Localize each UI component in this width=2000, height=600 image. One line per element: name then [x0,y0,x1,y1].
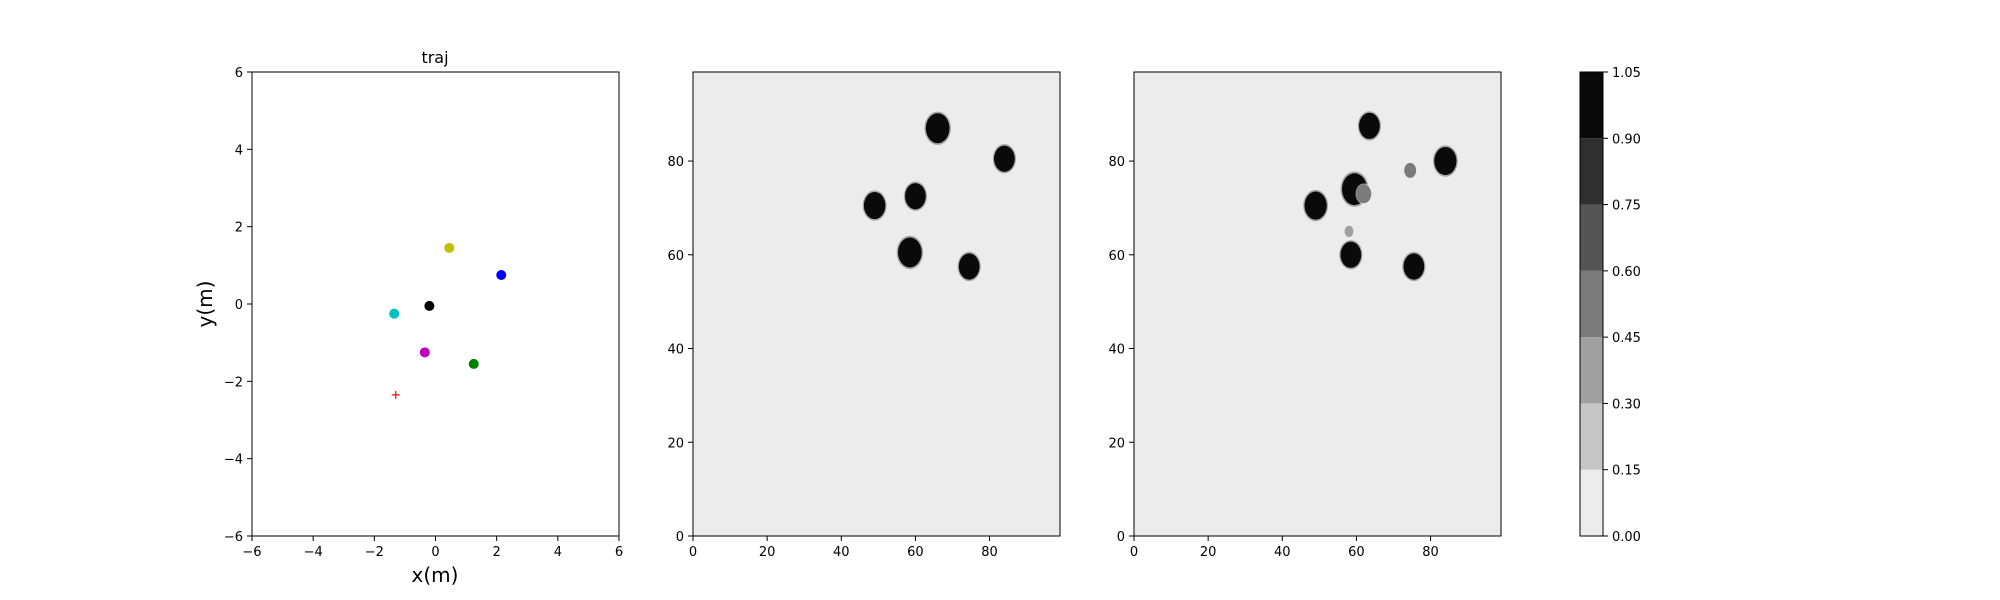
x-tick-label: 6 [615,545,623,560]
agent-point [496,270,507,280]
colorbar-tick-label: 0.75 [1612,199,1641,214]
y-tick-label: 60 [667,249,684,264]
colorbar-level [1580,337,1603,404]
heatmap-blob [1359,112,1380,140]
y-tick-label: 0 [1117,530,1125,545]
x-tick-label: 60 [907,545,924,560]
heatmap-blob [1403,253,1425,280]
goal-marker [391,390,400,399]
agent-point [419,347,430,358]
heatmap-background [693,72,1060,536]
x-tick-label: 2 [493,545,501,560]
plot-title: traj [421,48,448,67]
colorbar-tick-label: 0.00 [1612,530,1641,545]
heatmap-blob [1356,184,1372,204]
x-tick-label: 0 [689,545,697,560]
agent-point [424,300,435,311]
y-axis-ticks: −6 −4 −2 0 2 4 6 [224,66,252,545]
colorbar-level [1580,138,1603,205]
y-tick-label: 20 [1108,436,1125,451]
colorbar-level [1580,204,1603,271]
colorbar-level [1580,403,1603,470]
plot-frame [251,71,620,537]
heatmap-plot-1: 0 20 40 60 80 0 20 40 60 80 [667,71,1061,560]
heatmap-blob [1404,162,1417,178]
x-tick-label: 40 [1274,545,1291,560]
colorbar-tick-label: 0.30 [1612,397,1641,412]
heatmap-blob [1344,225,1354,237]
colorbar-levels [1580,72,1603,536]
colorbar-tick-label: 0.60 [1612,265,1641,280]
y-tick-label: −6 [224,530,243,545]
agent-point [468,358,479,369]
x-tick-label: −6 [242,545,261,560]
heatmap-blob [1304,191,1327,220]
heatmap-blob [958,253,980,280]
heatmap-blobs [1303,111,1458,282]
heatmap-blob [863,191,886,220]
y-tick-label: −4 [224,453,243,468]
y-tick-label: −2 [224,375,243,390]
x-tick-label: −2 [365,545,384,560]
x-tick-label: 0 [431,545,439,560]
colorbar-tick-label: 0.90 [1612,132,1641,147]
x-tick-label: −4 [304,545,323,560]
heatmap-background [1134,72,1501,536]
plot-frame [1133,71,1502,537]
heatmap-plot-2: 0 20 40 60 80 0 20 40 60 80 [1108,71,1502,560]
x-axis-label: x(m) [412,563,459,587]
heatmap-blob [925,113,950,144]
colorbar: 0.00 0.15 0.30 0.45 0.60 0.75 0.90 1.05 [1579,66,1641,545]
y-tick-label: 2 [235,221,243,236]
y-tick-label: 20 [667,436,684,451]
x-tick-label: 80 [1422,545,1439,560]
y-axis-ticks: 0 20 40 60 80 [667,155,693,545]
x-tick-label: 40 [833,545,850,560]
colorbar-ticks: 0.00 0.15 0.30 0.45 0.60 0.75 0.90 1.05 [1603,66,1641,545]
x-tick-label: 0 [1130,545,1138,560]
colorbar-level [1580,270,1603,338]
x-tick-label: 20 [1200,545,1217,560]
y-tick-label: 40 [667,343,684,358]
plot-frame [692,71,1061,537]
agent-point [444,242,455,253]
heatmap-blob [905,183,926,210]
y-axis-ticks: 0 20 40 60 80 [1108,155,1134,545]
heatmap-blob [994,145,1015,172]
x-axis-ticks: 0 20 40 60 80 [689,536,998,560]
x-axis-ticks: −6 −4 −2 0 2 4 6 [242,536,623,560]
y-tick-label: 0 [235,298,243,313]
heatmap-blob [1434,146,1457,176]
x-tick-label: 20 [759,545,776,560]
x-axis-ticks: 0 20 40 60 80 [1130,536,1439,560]
colorbar-tick-label: 0.15 [1612,464,1641,479]
colorbar-tick-label: 0.45 [1612,331,1641,346]
y-tick-label: 40 [1108,343,1125,358]
agent-point [389,308,400,319]
y-tick-label: 0 [676,530,684,545]
colorbar-level [1580,72,1603,139]
y-axis-label: y(m) [193,281,217,328]
colorbar-frame [1579,71,1604,537]
x-tick-label: 4 [554,545,562,560]
y-tick-label: 6 [235,66,243,81]
y-tick-label: 80 [667,155,684,170]
traj-plot: traj −6 −4 −2 0 2 4 6 −6 −4 −2 0 2 4 6 x(m) y(m) [193,48,623,587]
y-tick-label: 60 [1108,249,1125,264]
scatter-points [389,242,507,399]
heatmap-blob [898,237,922,268]
y-tick-label: 4 [235,143,243,158]
heatmap-blob [1340,241,1362,268]
heatmap-blobs [862,111,1017,282]
colorbar-tick-label: 1.05 [1612,66,1641,81]
x-tick-label: 60 [1348,545,1365,560]
x-tick-label: 80 [981,545,998,560]
y-tick-label: 80 [1108,155,1125,170]
colorbar-level [1580,469,1603,536]
